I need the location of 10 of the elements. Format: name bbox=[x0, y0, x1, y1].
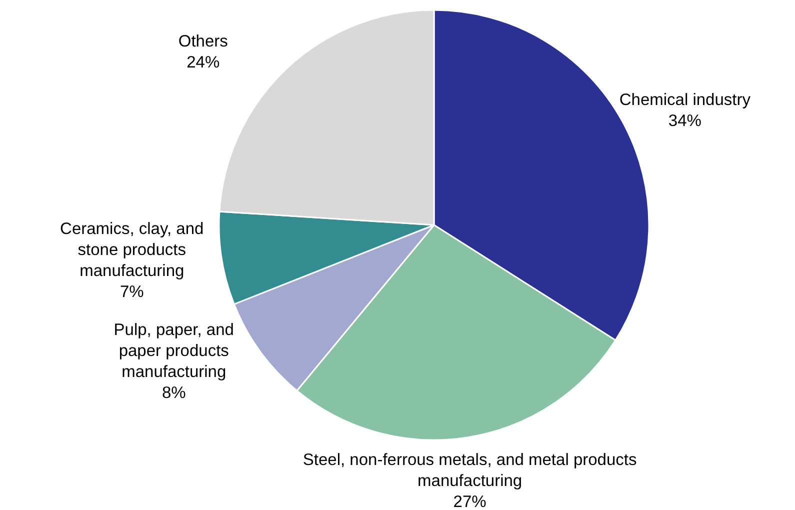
slice-label: Chemical industry bbox=[619, 90, 752, 109]
data-label: 34% bbox=[668, 112, 702, 130]
data-label: 8% bbox=[162, 384, 186, 402]
slice-label: Steel, non-ferrous metals, and metal products manufacturing bbox=[302, 451, 637, 490]
data-label: 27% bbox=[453, 493, 487, 510]
slice-label: Ceramics, clay, and stone products manufacturing bbox=[60, 220, 204, 280]
slice-label: Pulp, paper, and paper products manufacturing bbox=[114, 321, 234, 382]
data-label: 24% bbox=[186, 54, 220, 72]
data-label: 7% bbox=[120, 282, 144, 301]
slice-label: Others bbox=[178, 32, 228, 51]
